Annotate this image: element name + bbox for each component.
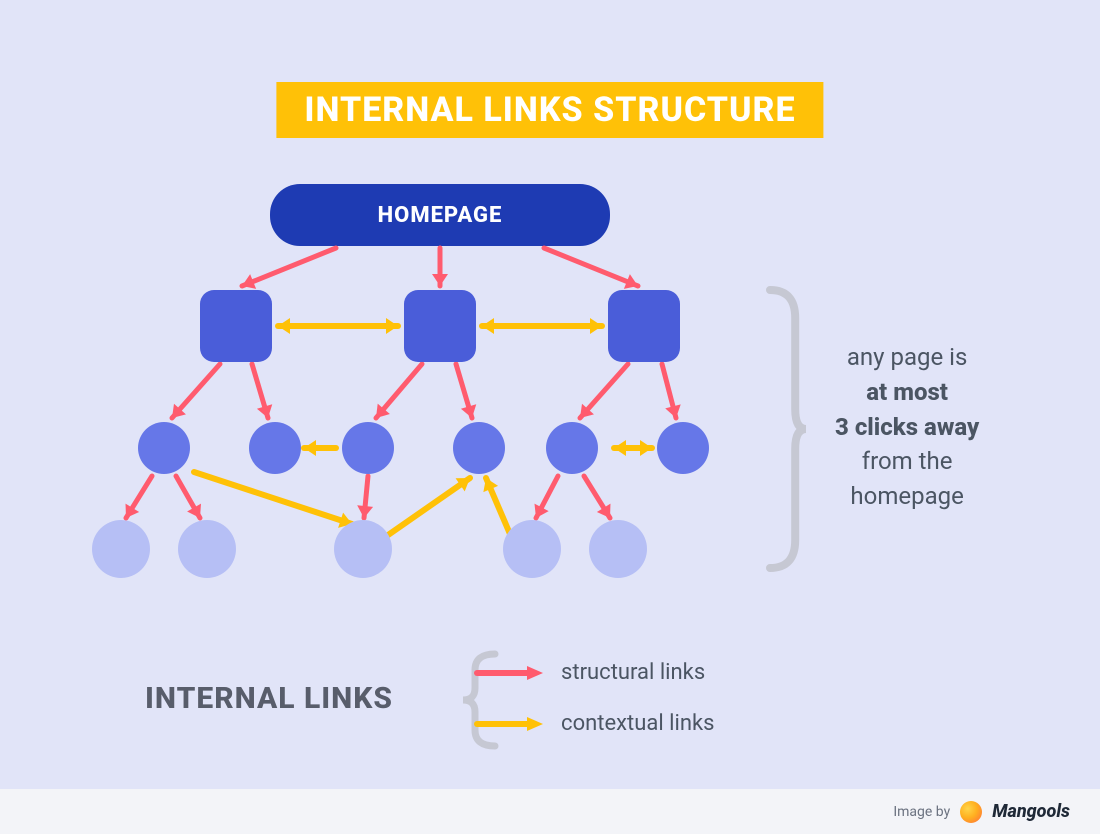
- square-node: [200, 290, 272, 362]
- footer: Image by Mangools: [0, 789, 1100, 834]
- circle-node: [657, 422, 709, 474]
- legend-item: contextual links: [473, 711, 714, 736]
- legend-title: INTERNAL LINKS: [145, 681, 393, 716]
- footer-image-by: Image by: [893, 804, 950, 820]
- circle-node: [342, 422, 394, 474]
- clicks-annotation: any page isat most3 clicks awayfrom theh…: [835, 340, 979, 514]
- legend-items: structural links contextual links: [473, 660, 714, 736]
- circle-node: [589, 520, 647, 578]
- circle-node: [503, 520, 561, 578]
- legend: INTERNAL LINKS structural links contextua…: [145, 660, 715, 736]
- circle-node: [249, 422, 301, 474]
- legend-arrow-icon: [473, 664, 543, 682]
- circle-node: [92, 520, 150, 578]
- legend-item: structural links: [473, 660, 714, 685]
- legend-item-label: contextual links: [561, 711, 714, 736]
- circle-node: [138, 422, 190, 474]
- legend-arrow-icon: [473, 715, 543, 733]
- square-node: [608, 290, 680, 362]
- title-text: INTERNAL LINKS STRUCTURE: [304, 90, 795, 130]
- homepage-node: HOMEPAGE: [270, 184, 610, 246]
- homepage-label: HOMEPAGE: [378, 203, 503, 228]
- square-node: [404, 290, 476, 362]
- footer-brand: Mangools: [992, 801, 1070, 822]
- circle-node: [178, 520, 236, 578]
- mangools-logo-icon: [960, 801, 982, 823]
- circle-node: [546, 422, 598, 474]
- title-banner: INTERNAL LINKS STRUCTURE: [276, 82, 823, 138]
- legend-item-label: structural links: [561, 660, 705, 685]
- circle-node: [453, 422, 505, 474]
- circle-node: [334, 520, 392, 578]
